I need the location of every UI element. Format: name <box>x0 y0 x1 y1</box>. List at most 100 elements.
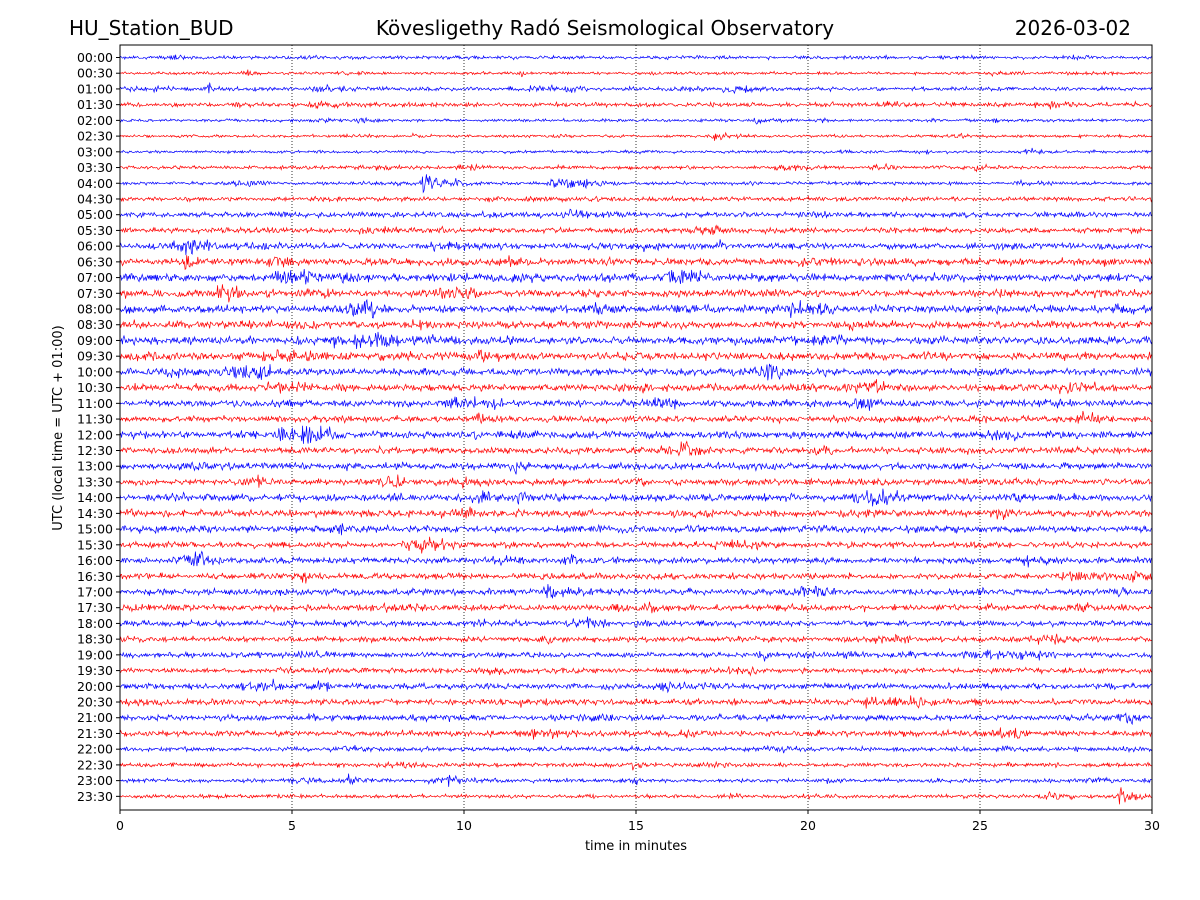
y-tick-label: 18:00 <box>77 616 113 631</box>
y-tick-label: 04:30 <box>77 191 113 206</box>
seismogram-trace <box>119 425 1153 444</box>
y-tick-label: 02:30 <box>77 129 113 144</box>
seismogram-trace <box>119 570 1153 584</box>
seismogram-trace <box>119 601 1153 614</box>
y-tick-label: 11:30 <box>77 412 113 427</box>
seismogram-trace <box>119 536 1153 554</box>
seismogram-trace <box>119 195 1153 203</box>
y-tick-label: 17:30 <box>77 600 113 615</box>
seismogram-trace <box>119 174 1153 194</box>
y-tick-label: 17:00 <box>77 584 113 599</box>
seismogram-trace <box>119 331 1153 350</box>
y-tick-label: 12:30 <box>77 443 113 458</box>
seismogram-trace <box>119 255 1153 271</box>
y-tick-label: 05:00 <box>77 207 113 222</box>
y-tick-label: 16:00 <box>77 553 113 568</box>
y-tick-label: 01:30 <box>77 97 113 112</box>
seismogram-trace <box>119 695 1153 709</box>
seismogram-trace <box>119 100 1153 110</box>
seismogram-trace <box>119 550 1153 568</box>
seismogram-trace <box>119 678 1153 694</box>
seismogram-trace <box>119 379 1152 395</box>
y-tick-label: 19:30 <box>77 663 113 678</box>
y-tick-label: 23:30 <box>77 789 113 804</box>
y-tick-label: 06:00 <box>77 239 113 254</box>
y-tick-label: 14:00 <box>77 490 113 505</box>
y-tick-label: 01:00 <box>77 81 113 96</box>
seismogram-trace <box>119 363 1153 381</box>
y-tick-label: 22:30 <box>77 757 113 772</box>
y-tick-label: 20:00 <box>77 679 113 694</box>
seismogram-trace <box>119 488 1153 507</box>
seismogram-trace <box>119 131 1153 141</box>
seismogram-trace <box>119 665 1153 677</box>
y-tick-label: 19:00 <box>77 647 113 662</box>
seismogram-trace <box>119 396 1153 411</box>
trace-group <box>119 54 1153 805</box>
y-tick-label: 21:30 <box>77 726 113 741</box>
seismogram-trace <box>119 474 1153 489</box>
seismogram-trace <box>119 69 1153 78</box>
y-tick-label: 07:00 <box>77 270 113 285</box>
seismogram-trace <box>119 54 1153 61</box>
y-tick-label: 21:00 <box>77 710 113 725</box>
seismogram-trace <box>119 147 1153 155</box>
y-tick-label: 04:00 <box>77 176 113 191</box>
seismogram-trace <box>119 712 1153 726</box>
y-tick-label: 11:00 <box>77 396 113 411</box>
seismogram-trace <box>119 616 1153 629</box>
x-tick-label: 25 <box>972 818 988 833</box>
y-tick-label: 02:00 <box>77 113 113 128</box>
seismogram-trace <box>119 224 1153 236</box>
y-tick-label: 12:00 <box>77 427 113 442</box>
seismogram-trace <box>119 349 1153 364</box>
seismogram-trace <box>119 284 1153 303</box>
seismogram-trace <box>119 506 1153 521</box>
seismogram-trace <box>119 787 1153 805</box>
seismogram-trace <box>119 298 1153 319</box>
y-tick-label: 10:00 <box>77 364 113 379</box>
seismogram-trace <box>120 773 1152 787</box>
y-axis-label: UTC (local time = UTC + 01:00) <box>51 325 66 530</box>
y-tick-label: 10:30 <box>77 380 113 395</box>
seismogram-trace <box>119 116 1153 125</box>
seismogram-trace <box>119 649 1153 662</box>
y-tick-label: 16:30 <box>77 569 113 584</box>
x-tick-label: 0 <box>116 818 124 833</box>
y-tick-label: 15:30 <box>77 537 113 552</box>
y-tick-label: 03:00 <box>77 144 113 159</box>
seismogram-trace <box>119 440 1153 457</box>
seismogram-trace <box>119 239 1153 256</box>
y-tick-label: 08:30 <box>77 317 113 332</box>
seismogram-trace <box>119 633 1153 645</box>
seismogram-trace <box>119 410 1153 425</box>
seismogram-trace <box>119 268 1153 285</box>
x-tick-label: 5 <box>288 818 296 833</box>
seismogram-trace <box>119 727 1153 740</box>
y-tick-label: 14:30 <box>77 506 113 521</box>
seismogram-trace <box>119 523 1153 536</box>
y-tick-label: 05:30 <box>77 223 113 238</box>
y-axis: 00:0000:3001:0001:3002:0002:3003:0003:30… <box>77 50 120 804</box>
seismogram-trace <box>119 162 1153 173</box>
x-axis-label: time in minutes <box>585 839 687 854</box>
y-tick-label: 13:00 <box>77 459 113 474</box>
seismogram-trace <box>119 744 1153 754</box>
x-tick-label: 10 <box>456 818 472 833</box>
seismogram-trace <box>119 584 1153 599</box>
y-tick-label: 22:00 <box>77 742 113 757</box>
seismogram-trace <box>119 318 1153 332</box>
seismogram-trace <box>119 208 1153 220</box>
y-tick-label: 20:30 <box>77 695 113 710</box>
y-tick-label: 08:00 <box>77 302 113 317</box>
y-tick-label: 00:30 <box>77 66 113 81</box>
chart-title: Köveslige­thy Radó Seismological Observa… <box>375 16 835 40</box>
y-tick-label: 06:30 <box>77 254 113 269</box>
seismogram-trace <box>119 82 1153 95</box>
y-tick-label: 23:00 <box>77 773 113 788</box>
x-tick-label: 20 <box>800 818 816 833</box>
grid-lines <box>291 45 981 810</box>
y-tick-label: 18:30 <box>77 632 113 647</box>
y-tick-label: 09:00 <box>77 333 113 348</box>
